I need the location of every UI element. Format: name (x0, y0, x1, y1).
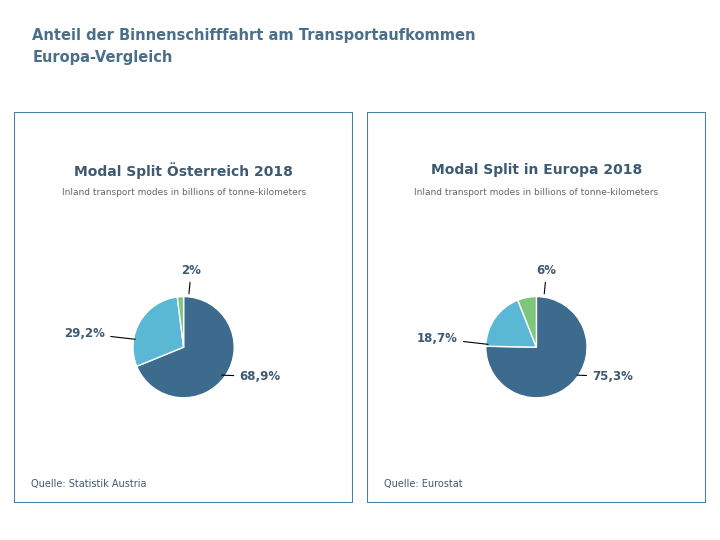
Text: Anteil der Binnenschifffahrt am Transportaufkommen
Europa-Vergleich: Anteil der Binnenschifffahrt am Transpor… (32, 28, 476, 65)
Text: 6%: 6% (536, 264, 557, 294)
Wedge shape (137, 296, 234, 398)
Wedge shape (486, 300, 536, 347)
Text: Verkehrsträgeranteil Österreich: Verkehrsträgeranteil Österreich (42, 120, 325, 140)
Text: 18,7%: 18,7% (417, 332, 488, 345)
Text: Modal Split in Europa 2018: Modal Split in Europa 2018 (431, 163, 642, 177)
Wedge shape (518, 296, 536, 347)
Text: 75,3%: 75,3% (577, 370, 633, 383)
Wedge shape (133, 297, 184, 366)
Text: 27: 27 (684, 519, 698, 529)
Text: Quelle: Eurostat: Quelle: Eurostat (384, 479, 463, 489)
Wedge shape (177, 296, 184, 347)
Text: Quelle: Statistik Austria: Quelle: Statistik Austria (32, 479, 147, 489)
Text: 2%: 2% (181, 264, 201, 294)
Text: Inland transport modes in billions of tonne-kilometers: Inland transport modes in billions of to… (414, 187, 659, 197)
Text: 68,9%: 68,9% (222, 370, 280, 383)
Text: März 21: März 21 (22, 519, 66, 529)
Text: Modal Split Österreich 2018: Modal Split Österreich 2018 (74, 163, 293, 179)
Text: Inland transport modes in billions of tonne-kilometers: Inland transport modes in billions of to… (61, 187, 306, 197)
Text: Verkehrsträgeranteil EU: Verkehrsträgeranteil EU (428, 121, 644, 139)
Text: 29,2%: 29,2% (64, 327, 135, 340)
Wedge shape (486, 296, 587, 398)
